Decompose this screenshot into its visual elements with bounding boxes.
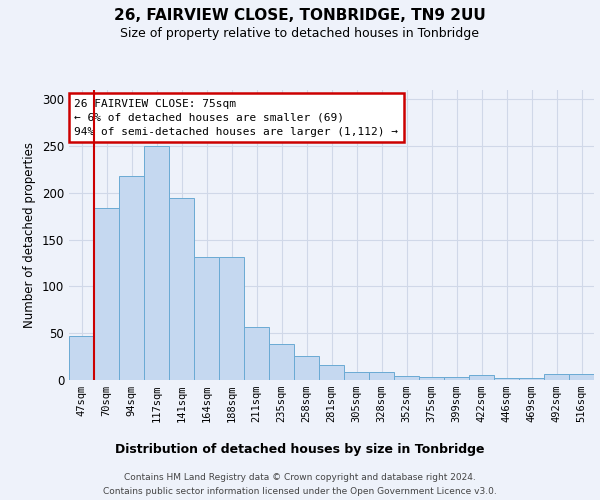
Bar — [519, 378, 544, 380]
Y-axis label: Number of detached properties: Number of detached properties — [23, 142, 37, 328]
Text: Contains public sector information licensed under the Open Government Licence v3: Contains public sector information licen… — [103, 488, 497, 496]
Bar — [294, 356, 319, 380]
Bar — [319, 365, 344, 380]
Bar — [144, 146, 169, 380]
Text: Size of property relative to detached houses in Tonbridge: Size of property relative to detached ho… — [121, 28, 479, 40]
Bar — [544, 374, 569, 380]
Bar — [344, 372, 369, 380]
Bar — [169, 198, 194, 380]
Text: Distribution of detached houses by size in Tonbridge: Distribution of detached houses by size … — [115, 442, 485, 456]
Text: 26, FAIRVIEW CLOSE, TONBRIDGE, TN9 2UU: 26, FAIRVIEW CLOSE, TONBRIDGE, TN9 2UU — [114, 8, 486, 22]
Text: 26 FAIRVIEW CLOSE: 75sqm
← 6% of detached houses are smaller (69)
94% of semi-de: 26 FAIRVIEW CLOSE: 75sqm ← 6% of detache… — [74, 98, 398, 136]
Bar — [269, 344, 294, 380]
Bar — [419, 377, 444, 380]
Bar — [369, 372, 394, 380]
Bar — [119, 176, 144, 380]
Bar — [494, 378, 519, 380]
Bar — [94, 208, 119, 380]
Bar — [219, 258, 244, 380]
Bar — [394, 376, 419, 380]
Bar — [69, 336, 94, 380]
Bar — [244, 326, 269, 380]
Text: Contains HM Land Registry data © Crown copyright and database right 2024.: Contains HM Land Registry data © Crown c… — [124, 472, 476, 482]
Bar — [469, 376, 494, 380]
Bar — [194, 258, 219, 380]
Bar — [444, 377, 469, 380]
Bar — [569, 374, 594, 380]
